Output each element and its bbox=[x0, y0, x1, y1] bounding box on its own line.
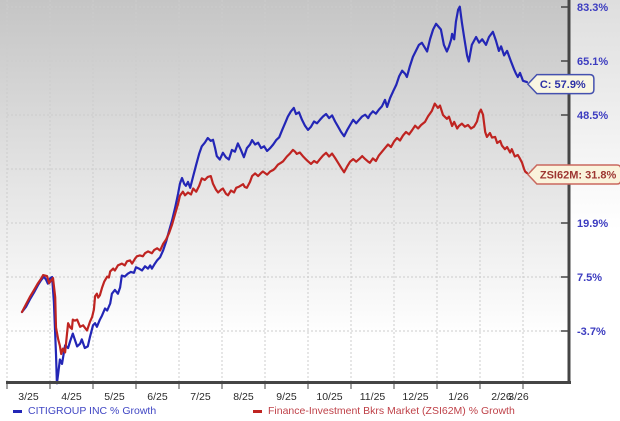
y-tick-label: 65.1% bbox=[577, 56, 608, 68]
x-tick-label: 5/25 bbox=[104, 391, 125, 403]
x-tick-label: 1/26 bbox=[448, 391, 469, 403]
legend-citigroup-label: CITIGROUP INC % Growth bbox=[28, 405, 157, 417]
market-line bbox=[20, 102, 528, 356]
x-tick-label: 10/25 bbox=[316, 391, 342, 403]
x-axis-labels: 3/25 4/25 5/25 6/25 7/25 8/25 9/25 10/25 11/25 12… bbox=[18, 391, 529, 403]
x-tick-label: 7/25 bbox=[190, 391, 211, 403]
market-line-swatch bbox=[253, 409, 262, 413]
y-tick-label: -3.7% bbox=[577, 326, 606, 338]
y-tick-label: 48.5% bbox=[577, 110, 608, 122]
x-tick-label: 2/26 bbox=[491, 391, 512, 403]
x-tick-label: 4/25 bbox=[61, 391, 82, 403]
gridlines bbox=[6, 0, 569, 381]
legend-item-market: Finance-Investment Bkrs Market (ZSI62M) … bbox=[253, 404, 515, 418]
x-tick-label: 9/25 bbox=[276, 391, 297, 403]
x-tick-label: 6/25 bbox=[147, 391, 168, 403]
c-value-badge bbox=[526, 73, 595, 95]
zsi62m-value-badge-text: ZSI62M: 31.8% bbox=[540, 170, 617, 182]
y-tick-label: 83.3% bbox=[577, 2, 608, 14]
y-tick-label: 7.5% bbox=[577, 272, 602, 284]
x-tick-label: 3/25 bbox=[18, 391, 39, 403]
c-value-badge-text: C: 57.9% bbox=[540, 79, 586, 91]
citigroup-line bbox=[20, 5, 528, 385]
legend-market-label: Finance-Investment Bkrs Market (ZSI62M) … bbox=[268, 405, 515, 417]
plot-background bbox=[0, 0, 570, 383]
value-badges: C: 57.9% ZSI62M: 31.8% bbox=[526, 73, 620, 185]
series-lines bbox=[20, 5, 528, 385]
y-tick-label: 19.9% bbox=[577, 218, 608, 230]
citigroup-line-swatch bbox=[13, 409, 22, 413]
axes bbox=[6, 0, 571, 389]
x-tick-label: 3/26 bbox=[508, 391, 529, 403]
legend-item-citigroup: CITIGROUP INC % Growth bbox=[13, 404, 156, 418]
x-tick-label: 8/25 bbox=[233, 391, 254, 403]
x-tick-label: 12/25 bbox=[402, 391, 428, 403]
zsi62m-value-badge bbox=[526, 164, 620, 185]
axis-margin-background bbox=[570, 0, 620, 383]
x-tick-label: 11/25 bbox=[360, 391, 386, 403]
